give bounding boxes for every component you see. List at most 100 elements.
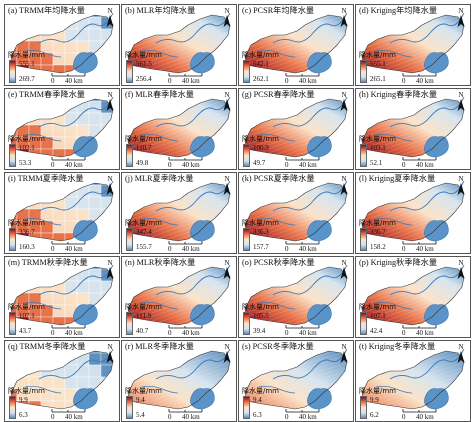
river xyxy=(272,96,348,128)
scale-bar: 0 40 km xyxy=(168,324,208,337)
north-arrow-icon xyxy=(106,15,114,27)
river xyxy=(389,348,465,380)
scale-label-distance: 40 km xyxy=(65,77,83,85)
north-label: N xyxy=(458,7,464,15)
region-outline xyxy=(244,266,348,326)
lake xyxy=(307,52,332,74)
river xyxy=(272,348,348,380)
north-label: N xyxy=(341,175,347,183)
region-outline xyxy=(361,14,465,74)
scale-bar: 0 40 km xyxy=(285,72,325,85)
river xyxy=(155,264,231,296)
region-outline xyxy=(10,266,114,326)
panel-title: (r) MLR冬季降水量 xyxy=(125,342,194,351)
legend: 降水量/mm 103.1 53.3 xyxy=(8,135,68,169)
panel-title: (c) PCSR年均降水量 xyxy=(242,6,315,15)
region-outline xyxy=(361,98,465,158)
scale-bar: 0 40 km xyxy=(285,324,325,337)
legend-unit: 降水量/mm xyxy=(242,387,279,395)
panel-title: (p) Kriging秋季降水量 xyxy=(359,258,438,267)
scale-bar: 0 40 km xyxy=(285,156,325,169)
scale-bar-icon xyxy=(168,157,203,161)
map-canvas xyxy=(127,96,231,158)
north-label: N xyxy=(224,343,230,351)
legend-min-value: 256.4 xyxy=(136,75,152,83)
legend-color-ramp xyxy=(360,396,367,419)
legend-min-value: 49.8 xyxy=(136,159,149,167)
legend-color-ramp xyxy=(360,312,367,335)
legend: 降水量/mm 555.1 269.7 xyxy=(8,51,68,85)
legend-unit: 降水量/mm xyxy=(125,135,162,143)
north-arrow-icon xyxy=(340,351,348,363)
north-arrow: N xyxy=(105,175,115,197)
map-canvas xyxy=(10,348,114,410)
legend-max-value: 110.7 xyxy=(136,144,152,152)
lake xyxy=(73,220,98,242)
legend-min-value: 39.4 xyxy=(253,327,266,335)
north-label: N xyxy=(341,91,347,99)
river-tributary xyxy=(24,385,62,394)
map-canvas xyxy=(10,264,114,326)
panel-title: (q) TRMM冬季降水量 xyxy=(8,342,86,351)
scale-label-distance: 40 km xyxy=(416,161,434,169)
scale-label-distance: 40 km xyxy=(182,329,200,337)
map-canvas xyxy=(127,180,231,242)
map-canvas xyxy=(361,12,465,74)
region-outline xyxy=(127,182,231,242)
legend-min-value: 158.2 xyxy=(370,243,386,251)
river-tributary xyxy=(24,217,62,226)
map-canvas xyxy=(10,12,114,74)
legend-min-value: 52.1 xyxy=(370,159,383,167)
map-panel-14: (n) MLR秋季降水量 N 降水量/mm 111.9 40.7 0 40 km xyxy=(121,256,237,338)
north-arrow-icon xyxy=(223,351,231,363)
scale-label-distance: 40 km xyxy=(299,245,317,253)
legend-unit: 降水量/mm xyxy=(359,219,396,227)
north-arrow-icon xyxy=(457,99,465,111)
river xyxy=(272,180,348,212)
north-label: N xyxy=(107,259,113,267)
scale-bar-icon xyxy=(285,241,320,245)
north-label: N xyxy=(341,7,347,15)
north-arrow-icon xyxy=(457,15,465,27)
legend-min-value: 155.7 xyxy=(136,243,152,251)
legend: 降水量/mm 107.1 43.7 xyxy=(8,303,68,337)
map-panel-1: (a) TRMM年均降水量 N 降水量/mm 555.1 269.7 0 40 … xyxy=(4,4,120,86)
scale-bar-icon xyxy=(51,73,86,77)
map-panel-20: (t) Kriging冬季降水量 N 降水量/mm 9.9 6.2 0 40 k… xyxy=(355,340,471,422)
map-panel-17: (q) TRMM冬季降水量 N 降水量/mm 9.9 6.3 0 40 km xyxy=(4,340,120,422)
legend-max-value: 103.1 xyxy=(19,144,35,152)
north-arrow-icon xyxy=(223,267,231,279)
river xyxy=(155,348,231,380)
legend-color-ramp xyxy=(360,144,367,167)
river xyxy=(38,12,114,44)
map-canvas xyxy=(127,264,231,326)
lake xyxy=(73,388,98,410)
north-arrow: N xyxy=(105,7,115,29)
river-tributary xyxy=(141,217,179,226)
legend-color-ramp xyxy=(9,312,16,335)
scale-bar-icon xyxy=(168,73,203,77)
legend-max-value: 103.1 xyxy=(370,144,386,152)
legend-min-value: 269.7 xyxy=(19,75,35,83)
legend-color-ramp xyxy=(9,60,16,83)
scale-label-distance: 40 km xyxy=(65,161,83,169)
north-arrow-icon xyxy=(106,351,114,363)
river-tributary xyxy=(258,217,296,226)
map-panel-8: (h) Kriging春季降水量 N 降水量/mm 103.1 52.1 0 4… xyxy=(355,88,471,170)
legend: 降水量/mm 336.7 160.3 xyxy=(8,219,68,253)
scale-bar: 0 40 km xyxy=(168,72,208,85)
legend-min-value: 43.7 xyxy=(19,327,32,335)
scale-label-zero: 0 xyxy=(285,245,289,253)
scale-label-distance: 40 km xyxy=(299,77,317,85)
scale-label-zero: 0 xyxy=(168,413,172,421)
legend-max-value: 336.7 xyxy=(370,228,386,236)
river xyxy=(155,96,231,128)
legend-max-value: 100.9 xyxy=(253,144,269,152)
region-outline xyxy=(127,14,231,74)
legend-color-ramp xyxy=(9,396,16,419)
north-label: N xyxy=(107,175,113,183)
scale-label-distance: 40 km xyxy=(299,413,317,421)
legend-color-ramp xyxy=(243,144,250,167)
map-panel-19: (s) PCSR冬季降水量 N 降水量/mm 9.4 6.3 0 40 km xyxy=(238,340,354,422)
scale-bar-icon xyxy=(51,157,86,161)
